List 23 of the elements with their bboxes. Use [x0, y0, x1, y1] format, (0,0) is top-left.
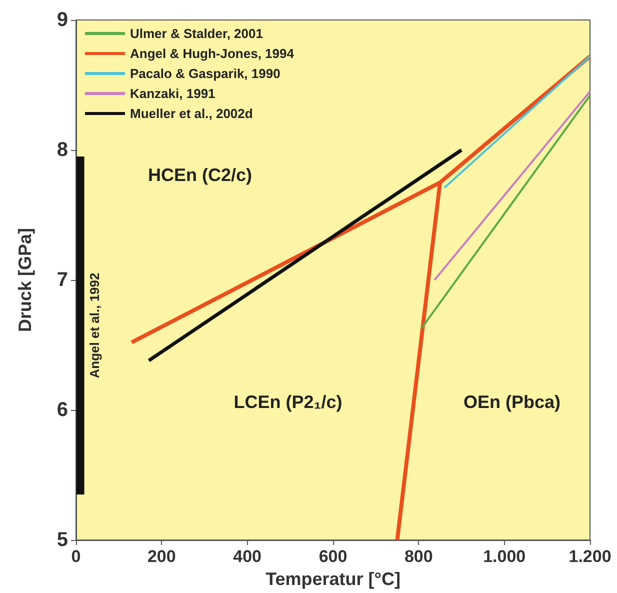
y-axis-title: Druck [GPa] — [15, 228, 35, 332]
y-tick-label: 7 — [56, 269, 68, 291]
y-tick-label: 8 — [56, 139, 68, 161]
legend-label: Mueller et al., 2002d — [130, 106, 253, 121]
x-tick-label: 1.000 — [483, 547, 526, 566]
x-axis-title: Temperatur [°C] — [266, 569, 400, 589]
y-tick-label: 9 — [56, 9, 68, 31]
text: Angel et al., 1992 — [86, 272, 102, 378]
legend-label: Pacalo & Gasparik, 1990 — [130, 66, 280, 81]
y-tick-label: 6 — [56, 399, 68, 421]
annotation: HCEn (C2/c) — [148, 165, 252, 185]
x-tick-label: 1.200 — [568, 547, 612, 566]
x-tick-label: 600 — [318, 547, 348, 566]
x-tick-label: 800 — [404, 547, 433, 566]
legend-label: Angel & Hugh-Jones, 1994 — [130, 46, 295, 61]
x-tick-label: 0 — [71, 547, 81, 566]
x-tick-label: 400 — [233, 547, 262, 566]
legend-label: Ulmer & Stalder, 2001 — [130, 26, 263, 41]
annotation: OEn (Pbca) — [463, 392, 561, 412]
legend-label: Kanzaki, 1991 — [130, 86, 216, 101]
x-tick-label: 200 — [147, 547, 176, 566]
y-tick-label: 5 — [56, 529, 68, 551]
annotation: LCEn (P2₁/c) — [234, 392, 342, 412]
